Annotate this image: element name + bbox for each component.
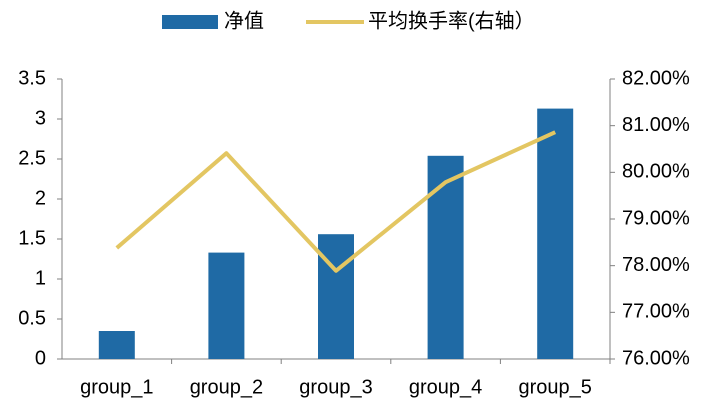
x-tick-label: group_4 <box>409 376 482 398</box>
y-tick-label: 0.5 <box>18 307 46 329</box>
y-tick-label: 2 <box>35 187 46 209</box>
y-tick-label: 2.5 <box>18 147 46 169</box>
legend-label: 平均换手率(右轴） <box>368 9 535 32</box>
x-tick-label: group_5 <box>518 376 591 398</box>
legend-swatch <box>162 15 218 29</box>
y-tick-label: 3.5 <box>18 67 46 89</box>
bar <box>537 108 574 359</box>
y2-tick-label: 80.00% <box>622 161 690 183</box>
y2-tick-label: 79.00% <box>622 207 690 229</box>
bar <box>318 234 354 359</box>
bar <box>208 252 245 359</box>
y2-tick-label: 81.00% <box>622 114 690 136</box>
x-tick-label: group_3 <box>299 376 372 398</box>
y-tick-label: 0 <box>35 347 46 369</box>
y-tick-label: 1 <box>35 267 46 289</box>
y-tick-label: 1.5 <box>18 227 46 249</box>
y2-tick-label: 77.00% <box>622 301 690 323</box>
y2-tick-label: 76.00% <box>622 347 690 369</box>
bar <box>427 155 464 359</box>
legend-label: 净值 <box>224 9 264 32</box>
x-tick-label: group_1 <box>80 376 153 398</box>
y2-tick-label: 82.00% <box>622 67 690 89</box>
y2-tick-label: 78.00% <box>622 254 690 276</box>
x-tick-label: group_2 <box>190 376 263 398</box>
line <box>115 130 557 273</box>
y-tick-label: 3 <box>35 107 46 129</box>
bar <box>98 331 135 359</box>
